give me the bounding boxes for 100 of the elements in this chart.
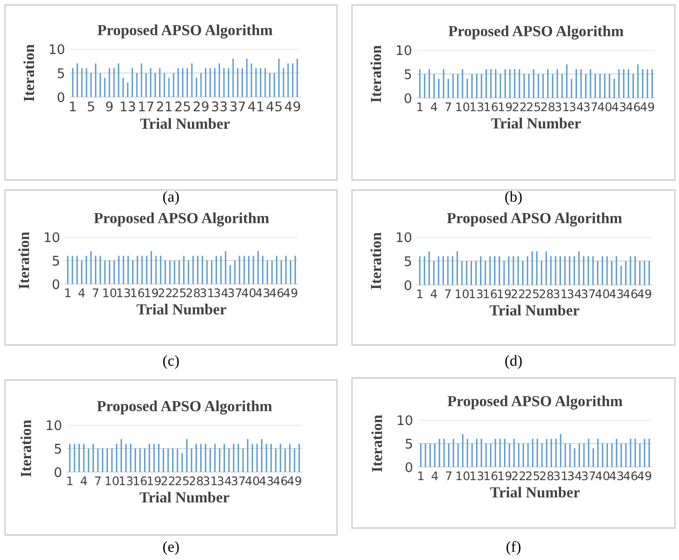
chart-title: Proposed APSO Algorithm bbox=[448, 26, 624, 40]
y-tick-label: 0 bbox=[52, 279, 60, 290]
x-tick-label: 37 bbox=[584, 102, 598, 112]
x-tick-label: 9 bbox=[106, 101, 113, 112]
x-tick-label: 34 bbox=[214, 288, 228, 298]
x-tick-label: 25 bbox=[176, 476, 189, 486]
x-tick-label: 43 bbox=[610, 471, 624, 480]
x-tick-label: 31 bbox=[554, 289, 567, 298]
x-tick-label: 7 bbox=[92, 288, 98, 298]
x-tick-label: 37 bbox=[230, 101, 245, 112]
y-tick-label: 0 bbox=[54, 467, 62, 478]
x-tick-label: 37 bbox=[232, 476, 245, 486]
x-tick-label: 25 bbox=[175, 101, 190, 112]
x-tick-label: 19 bbox=[498, 471, 512, 480]
x-tick-label: 13 bbox=[470, 471, 484, 480]
x-tick-label: 43 bbox=[609, 289, 623, 298]
x-tick-label: 49 bbox=[284, 288, 298, 298]
x-tick-label: 49 bbox=[638, 471, 652, 480]
x-tick-label: 28 bbox=[190, 476, 203, 486]
x-tick-label: 21 bbox=[156, 101, 172, 112]
x-tick-label: 22 bbox=[512, 102, 526, 112]
x-tick-label: 13 bbox=[470, 289, 483, 298]
x-tick-label: 16 bbox=[484, 289, 497, 298]
x-tick-label: 37 bbox=[228, 288, 242, 298]
x-axis-title: Trial Number bbox=[490, 304, 580, 316]
x-tick-label: 10 bbox=[456, 289, 469, 298]
x-axis-title: Trial Number bbox=[140, 492, 230, 503]
text: (e) bbox=[163, 541, 179, 555]
y-tick-label: 10 bbox=[44, 232, 60, 242]
x-tick-label: 28 bbox=[540, 289, 553, 298]
x-axis-title: Trial Number bbox=[491, 118, 581, 129]
x-tick-label: 40 bbox=[245, 476, 260, 486]
x-tick-label: 46 bbox=[274, 476, 288, 486]
y-tick-label: 0 bbox=[58, 92, 64, 102]
x-tick-label: 13 bbox=[120, 476, 133, 486]
x-tick-label: 19 bbox=[145, 288, 158, 298]
x-tick-label: 46 bbox=[624, 471, 638, 480]
x-tick-label: 1 bbox=[67, 476, 72, 486]
chart-title: Proposed APSO Algorithm bbox=[447, 212, 622, 226]
text: (d) bbox=[505, 355, 522, 369]
y-tick-label: 0 bbox=[404, 280, 412, 290]
x-tick-label: 49 bbox=[640, 102, 654, 112]
y-tick-label: 10 bbox=[396, 232, 412, 242]
x-tick-label: 46 bbox=[626, 102, 640, 112]
x-tick-label: 25 bbox=[526, 102, 540, 112]
x-tick-label: 10 bbox=[106, 476, 119, 486]
x-tick-label: 1 bbox=[70, 102, 76, 112]
x-tick-label: 1 bbox=[417, 290, 422, 298]
x-tick-label: 46 bbox=[270, 288, 284, 298]
y-axis-title: Iteration bbox=[370, 45, 382, 102]
x-axis-title: Trial Number bbox=[490, 486, 580, 498]
x-tick-label: 34 bbox=[568, 289, 582, 298]
x-tick-label: 22 bbox=[511, 289, 524, 298]
x-tick-label: 13 bbox=[470, 102, 484, 112]
x-tick-label: 10 bbox=[456, 471, 470, 480]
x-tick-label: 1 bbox=[418, 472, 424, 480]
x-tick-label: 34 bbox=[218, 476, 232, 486]
chart-title: Proposed APSO Algorithm bbox=[94, 212, 269, 226]
x-tick-label: 28 bbox=[186, 288, 200, 298]
x-tick-label: 28 bbox=[541, 102, 555, 112]
x-tick-label: 10 bbox=[456, 102, 470, 112]
y-axis-title: Iteration bbox=[370, 232, 382, 290]
text: (a) bbox=[163, 191, 179, 205]
x-tick-label: 16 bbox=[484, 471, 498, 480]
x-tick-label: 31 bbox=[555, 102, 568, 112]
chart-title: Proposed APSO Algorithm bbox=[97, 400, 272, 414]
y-tick-label: 5 bbox=[406, 438, 412, 449]
x-tick-label: 49 bbox=[284, 101, 300, 112]
y-tick-label: 5 bbox=[58, 68, 64, 78]
y-tick-label: 0 bbox=[404, 93, 412, 104]
x-tick-label: 29 bbox=[194, 101, 209, 112]
x-tick-label: 13 bbox=[120, 101, 136, 112]
x-axis-title: Trial Number bbox=[136, 304, 226, 315]
x-tick-label: 19 bbox=[148, 476, 161, 486]
x-tick-label: 19 bbox=[498, 102, 512, 112]
x-tick-label: 40 bbox=[242, 288, 256, 298]
x-tick-label: 4 bbox=[432, 472, 438, 480]
y-tick-label: 5 bbox=[404, 256, 411, 266]
x-tick-label: 49 bbox=[288, 476, 302, 486]
x-tick-label: 31 bbox=[204, 476, 217, 486]
y-tick-label: 5 bbox=[52, 256, 59, 266]
y-tick-label: 5 bbox=[54, 444, 61, 454]
x-tick-label: 25 bbox=[172, 288, 186, 298]
text: (f) bbox=[506, 540, 520, 556]
x-tick-label: 7 bbox=[446, 102, 452, 112]
y-axis-title: Iteration bbox=[20, 420, 32, 477]
x-tick-label: 46 bbox=[624, 289, 638, 298]
x-tick-label: 34 bbox=[570, 102, 584, 112]
x-tick-label: 1 bbox=[417, 102, 423, 112]
x-tick-label: 25 bbox=[526, 289, 539, 298]
x-tick-label: 1 bbox=[65, 288, 70, 298]
x-tick-label: 16 bbox=[131, 288, 144, 298]
x-axis-title: Trial Number bbox=[140, 118, 230, 129]
x-tick-label: 34 bbox=[568, 471, 582, 480]
x-tick-label: 25 bbox=[526, 471, 540, 480]
x-tick-label: 31 bbox=[554, 471, 568, 480]
y-tick-label: 10 bbox=[46, 420, 62, 430]
x-tick-label: 4 bbox=[80, 476, 87, 486]
x-tick-label: 16 bbox=[134, 476, 147, 486]
x-tick-label: 4 bbox=[78, 288, 85, 298]
